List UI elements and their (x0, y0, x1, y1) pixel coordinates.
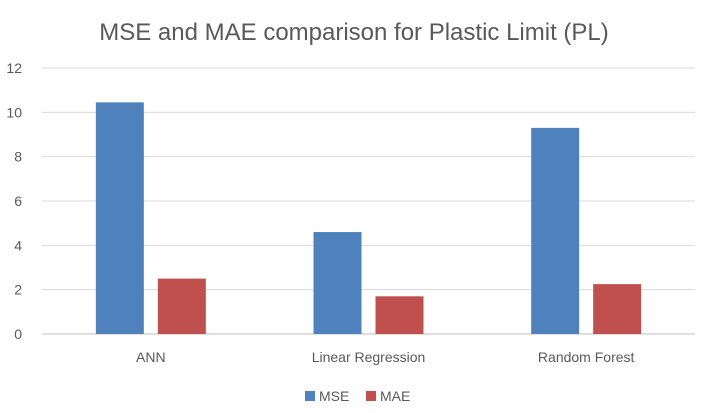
x-axis-ticks: ANN Linear Regression Random Forest (136, 349, 634, 365)
legend-label-mse: MSE (319, 388, 349, 404)
y-tick-label: 12 (6, 60, 22, 76)
bar-mse-linear-regression (313, 232, 362, 334)
y-tick-label: 6 (14, 193, 22, 209)
bar-mse-random-forest (531, 127, 580, 334)
bar-mae-linear-regression (375, 296, 424, 334)
gridlines (42, 67, 695, 335)
legend-swatch-mse (305, 391, 315, 401)
legend-label-mae: MAE (380, 388, 410, 404)
y-tick-label: 2 (14, 282, 22, 298)
chart-title: MSE and MAE comparison for Plastic Limit… (99, 19, 609, 46)
y-axis-ticks: 0 2 4 6 8 10 12 (6, 60, 22, 342)
x-tick-label: ANN (136, 349, 166, 365)
y-tick-label: 10 (6, 104, 22, 120)
bar-mse-ann (95, 102, 144, 334)
bar-mae-random-forest (593, 284, 642, 334)
x-tick-label: Random Forest (538, 349, 635, 365)
x-tick-label: Linear Regression (312, 349, 426, 365)
y-tick-label: 4 (14, 237, 22, 253)
bar-mae-ann (157, 278, 206, 334)
legend: MSE MAE (305, 388, 410, 404)
bars (95, 102, 642, 334)
y-tick-label: 0 (14, 326, 22, 342)
y-tick-label: 8 (14, 149, 22, 165)
legend-swatch-mae (366, 391, 376, 401)
